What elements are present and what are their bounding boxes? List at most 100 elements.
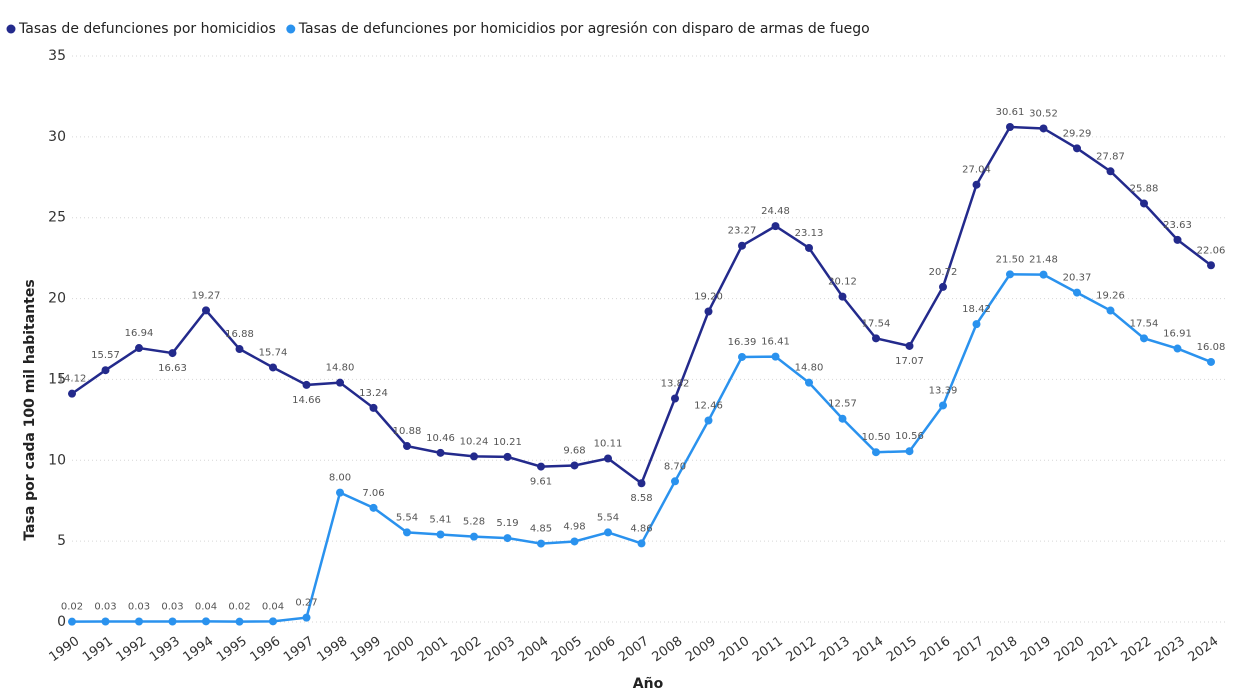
data-point — [1207, 261, 1215, 270]
data-point — [872, 448, 880, 457]
data-label: 16.94 — [125, 328, 154, 339]
x-tick-label: 2014 — [851, 634, 887, 665]
data-label: 10.50 — [862, 432, 891, 443]
data-point — [202, 617, 210, 626]
data-label: 21.48 — [1029, 255, 1058, 266]
data-point — [403, 528, 411, 537]
data-point — [101, 617, 110, 626]
x-tick-label: 2000 — [382, 634, 418, 665]
x-tick-label: 2001 — [415, 634, 451, 665]
data-point — [604, 528, 612, 537]
data-point — [972, 320, 981, 329]
data-point — [671, 477, 679, 486]
data-point — [1173, 235, 1182, 244]
y-tick-label: 15 — [48, 371, 66, 387]
data-point — [738, 352, 746, 361]
data-label: 4.98 — [563, 521, 585, 532]
series-line — [71, 273, 1212, 623]
data-point — [369, 403, 378, 412]
x-tick-label: 1999 — [348, 634, 384, 665]
y-tick-label: 25 — [48, 210, 66, 226]
data-point — [637, 479, 646, 488]
data-point — [470, 532, 478, 541]
data-label: 25.88 — [1130, 183, 1159, 194]
data-label: 30.61 — [996, 107, 1025, 118]
x-tick-label: 1995 — [214, 634, 250, 665]
x-tick-label: 2018 — [985, 634, 1021, 665]
data-label: 0.04 — [262, 601, 284, 612]
data-label: 9.61 — [530, 477, 552, 488]
data-label: 10.46 — [426, 433, 455, 444]
data-label: 0.04 — [195, 601, 217, 612]
data-label: 10.11 — [594, 439, 623, 450]
x-tick-label: 2012 — [784, 634, 820, 665]
data-point — [336, 488, 344, 497]
data-point — [101, 366, 110, 375]
x-tick-label: 2019 — [1018, 634, 1054, 665]
x-tick-label: 2013 — [817, 634, 853, 665]
data-point — [369, 503, 378, 512]
data-label: 13.82 — [661, 379, 690, 390]
data-point — [1140, 199, 1148, 208]
data-label: 14.12 — [58, 374, 87, 385]
data-point — [704, 307, 713, 316]
data-point — [771, 352, 780, 361]
data-point — [1006, 122, 1014, 131]
data-label: 18.42 — [962, 304, 991, 315]
x-tick-label: 2022 — [1119, 634, 1155, 665]
data-point — [872, 334, 880, 343]
data-label: 0.03 — [94, 602, 116, 613]
data-label: 16.41 — [761, 337, 790, 348]
data-point — [939, 401, 947, 410]
x-tick-label: 2005 — [549, 634, 585, 665]
data-point — [1039, 124, 1048, 133]
data-point — [470, 452, 478, 461]
data-point — [1006, 270, 1014, 279]
data-label: 20.37 — [1063, 273, 1092, 284]
data-label: 10.21 — [493, 437, 522, 448]
y-tick-label: 20 — [48, 291, 66, 307]
data-label: 16.39 — [728, 337, 757, 348]
data-label: 14.66 — [292, 395, 321, 406]
data-point — [570, 461, 579, 470]
data-label: 23.13 — [795, 228, 824, 239]
x-tick-label: 2021 — [1085, 634, 1121, 665]
data-point — [302, 380, 311, 389]
data-point — [168, 617, 177, 626]
data-point — [838, 292, 847, 301]
y-tick-label: 30 — [48, 129, 66, 145]
data-point — [604, 454, 612, 463]
x-tick-label: 2017 — [951, 634, 987, 665]
data-point — [905, 341, 914, 350]
data-label: 0.03 — [128, 602, 150, 613]
data-point — [838, 414, 847, 423]
x-tick-label: 2002 — [449, 634, 485, 665]
x-tick-label: 2003 — [482, 634, 518, 665]
data-point — [235, 617, 244, 626]
data-label: 5.54 — [396, 512, 418, 523]
data-label: 17.54 — [862, 318, 891, 329]
data-label: 4.85 — [530, 524, 552, 535]
data-label: 12.57 — [828, 399, 857, 410]
data-point — [805, 243, 813, 252]
data-label: 8.58 — [630, 493, 652, 504]
data-point — [202, 306, 210, 315]
data-label: 20.12 — [828, 277, 857, 288]
y-tick-label: 35 — [48, 48, 66, 64]
data-label: 5.19 — [496, 518, 518, 529]
y-tick-label: 10 — [48, 452, 66, 468]
data-point — [537, 462, 545, 471]
data-label: 22.06 — [1197, 245, 1226, 256]
data-point — [771, 222, 780, 231]
data-label: 24.48 — [761, 206, 790, 217]
data-label: 17.54 — [1130, 318, 1159, 329]
data-label: 19.26 — [1096, 291, 1125, 302]
x-tick-label: 1994 — [181, 634, 217, 665]
legend-marker — [286, 24, 296, 34]
data-label: 19.20 — [694, 292, 723, 303]
series-line — [71, 125, 1212, 486]
data-label: 17.07 — [895, 356, 924, 367]
x-tick-label: 1992 — [114, 634, 150, 665]
data-point — [403, 442, 411, 451]
data-point — [302, 613, 311, 622]
